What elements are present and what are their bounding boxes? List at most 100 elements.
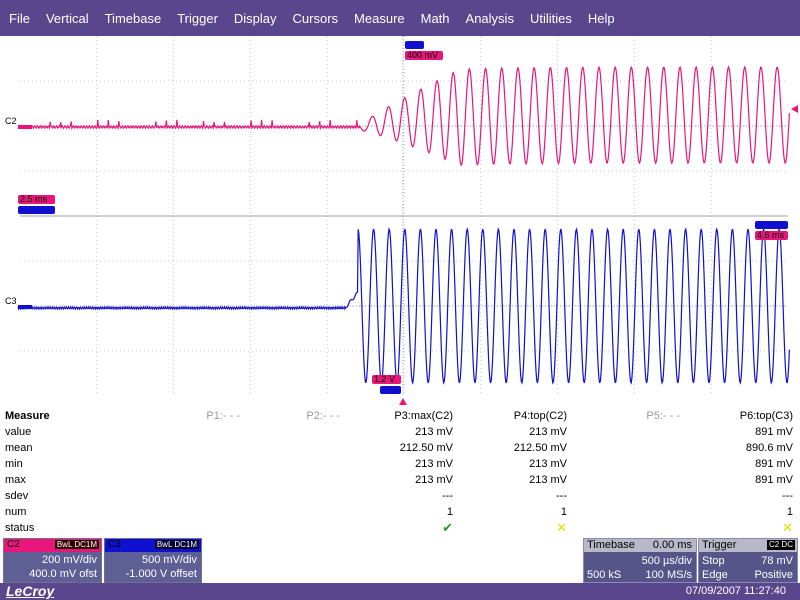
- measure-row-status: status ✔ ✕ ✕: [0, 520, 800, 537]
- status-datetime: 07/09/2007 11:27:40: [685, 585, 786, 597]
- measure-p6-value: 890.6 mV: [745, 442, 793, 454]
- c2-box-name: C2: [7, 539, 20, 550]
- menu-item-timebase[interactable]: Timebase: [104, 10, 162, 26]
- c3-time-tag-bg[interactable]: [755, 231, 788, 240]
- measure-row-label: min: [5, 458, 23, 470]
- measure-header-p4[interactable]: P4:top(C2): [513, 410, 567, 422]
- menu-item-utilities[interactable]: Utilities: [529, 10, 572, 26]
- timebase-title: Timebase: [587, 539, 635, 551]
- measure-row-label: max: [5, 474, 26, 486]
- measure-p3-value: 213 mV: [415, 426, 453, 438]
- measure-p4-value: ---: [556, 490, 567, 502]
- timebase-box[interactable]: Timebase 0.00 ms 500 µs/div 500 kS 100 M…: [583, 538, 697, 583]
- menu-item-math[interactable]: Math: [420, 10, 450, 26]
- measure-p3-value: 213 mV: [415, 474, 453, 486]
- measure-p4-value: 1: [560, 506, 567, 518]
- c2-vdiv: 200 mV/div: [41, 554, 97, 566]
- measure-row-max: max 213 mV 213 mV 891 mV: [0, 473, 800, 489]
- trigger-title: Trigger: [702, 539, 737, 551]
- trigger-position-marker[interactable]: [399, 398, 407, 405]
- measure-p3-value: 212.50 mV: [399, 442, 453, 454]
- measure-row-label: value: [5, 426, 32, 438]
- status-bar: LeCroy 07/09/2007 11:27:40: [0, 583, 800, 600]
- menu-item-display[interactable]: Display: [233, 10, 277, 26]
- c2-trigger-level-marker[interactable]: [791, 105, 798, 113]
- measure-row-value: value 213 mV 213 mV 891 mV: [0, 425, 800, 441]
- c2-amp-tag: 400 mV: [407, 50, 438, 60]
- c3-offset: -1.000 V offset: [125, 568, 197, 580]
- measure-row-label: status: [5, 522, 35, 534]
- c3-amp-tag: 1.2 V: [374, 374, 395, 384]
- measure-row-label: num: [5, 506, 27, 518]
- measure-header-p6[interactable]: P6:top(C3): [739, 410, 793, 422]
- measure-header-row: Measure P1:- - - P2:- - - P3:max(C2) P4:…: [0, 409, 800, 425]
- timebase-samples: 500 kS: [587, 569, 622, 581]
- measure-p4-value: 213 mV: [529, 474, 567, 486]
- measure-title: Measure: [5, 410, 50, 422]
- measure-p4-value: 213 mV: [529, 426, 567, 438]
- c3-vdiv: 500 mV/div: [141, 554, 197, 566]
- c3-cursor-marker-right[interactable]: [755, 221, 788, 229]
- measure-header-p3[interactable]: P3:max(C2): [394, 410, 453, 422]
- c2-box-mode: BwL DC1M: [54, 540, 99, 549]
- channel-info-bar: C2 BwL DC1M 200 mV/div 400.0 mV ofst C3 …: [0, 537, 800, 583]
- timebase-rate: 100 MS/s: [645, 569, 692, 581]
- trigger-level: 78 mV: [761, 555, 793, 567]
- c3-time-tag: 4.6 ms: [757, 230, 785, 240]
- trigger-source-badge: C2 DC: [766, 540, 795, 550]
- cursor-marker-bottom[interactable]: [380, 386, 401, 394]
- c3-amp-tag-bg[interactable]: [372, 375, 401, 384]
- measure-p6-value: 891 mV: [755, 458, 793, 470]
- c3-box-mode: BwL DC1M: [154, 540, 199, 549]
- menu-item-cursors[interactable]: Cursors: [292, 10, 339, 26]
- menu-item-trigger[interactable]: Trigger: [177, 10, 218, 26]
- measure-p6-value: ---: [782, 490, 793, 502]
- menu-bar: File Vertical Timebase Trigger Display Cursor…: [0, 0, 800, 36]
- measure-p4-value: 212.50 mV: [513, 442, 567, 454]
- c3-trace: [17, 227, 790, 385]
- measure-row-mean: mean 212.50 mV 212.50 mV 890.6 mV: [0, 441, 800, 457]
- measure-row-sdev: sdev --- --- ---: [0, 489, 800, 505]
- measure-table: Measure P1:- - - P2:- - - P3:max(C2) P4:…: [0, 409, 800, 537]
- trigger-slope: Positive: [754, 569, 793, 581]
- measure-header-p5[interactable]: P5:- - -: [646, 410, 680, 422]
- c2-channel-label: C2: [5, 116, 17, 126]
- menu-item-help[interactable]: Help: [587, 10, 615, 26]
- c3-cursor-marker-left[interactable]: [18, 206, 55, 214]
- c2-time-tag-bg[interactable]: [18, 195, 55, 204]
- measure-header-p2[interactable]: P2:- - -: [306, 410, 340, 422]
- trigger-box[interactable]: Trigger C2 DC Stop 78 mV Edge Positive: [698, 538, 798, 583]
- c3-descriptor-box[interactable]: C3 BwL DC1M 500 mV/div -1.000 V offset: [104, 538, 202, 583]
- trigger-type: Edge: [702, 569, 728, 581]
- cursor-marker-top[interactable]: [405, 41, 424, 49]
- c2-trace: [17, 65, 790, 167]
- c3-offset-marker[interactable]: [18, 305, 32, 309]
- menu-item-analysis[interactable]: Analysis: [465, 10, 514, 26]
- measure-row-num: num 1 1 1: [0, 505, 800, 521]
- trigger-mode: Stop: [702, 555, 725, 567]
- c2-amp-tag-bg[interactable]: [405, 51, 443, 60]
- menu-item-measure[interactable]: Measure: [354, 10, 405, 26]
- measure-header-p1[interactable]: P1:- - -: [206, 410, 240, 422]
- timebase-delay: 0.00 ms: [652, 539, 692, 551]
- measure-p6-value: 891 mV: [755, 426, 793, 438]
- measure-p6-value: 1: [786, 506, 793, 518]
- measure-row-label: mean: [5, 442, 33, 454]
- c2-offset: 400.0 mV ofst: [29, 568, 97, 580]
- c3-box-name: C3: [108, 539, 121, 550]
- c2-descriptor-box[interactable]: C2 BwL DC1M 200 mV/div 400.0 mV ofst: [3, 538, 102, 583]
- measure-p6-status-icon: ✕: [782, 520, 793, 535]
- measure-p3-value: 1: [446, 506, 453, 518]
- measure-row-label: sdev: [5, 490, 29, 502]
- menu-item-file[interactable]: File: [9, 10, 30, 26]
- measure-p3-value: ---: [442, 490, 453, 502]
- measure-p4-status-icon: ✕: [556, 520, 567, 535]
- waveform-display[interactable]: C2 C3 400 mV 2.5 ms 4.6 ms 1.2 V: [0, 36, 800, 409]
- c2-time-tag: 2.5 ms: [20, 194, 48, 204]
- measure-p4-value: 213 mV: [529, 458, 567, 470]
- measure-p3-status-icon: ✔: [442, 520, 453, 535]
- measure-p3-value: 213 mV: [415, 458, 453, 470]
- menu-item-vertical[interactable]: Vertical: [45, 10, 89, 26]
- measure-p6-value: 891 mV: [755, 474, 793, 486]
- c2-offset-marker[interactable]: [18, 125, 32, 129]
